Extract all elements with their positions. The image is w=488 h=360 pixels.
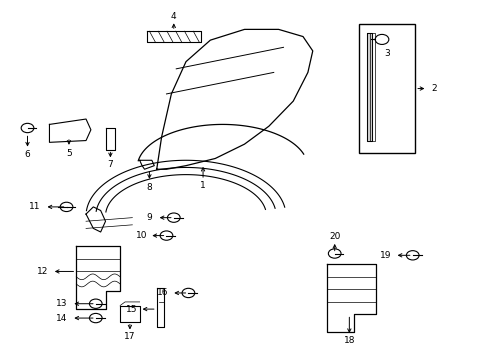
Text: 5: 5 <box>66 149 72 158</box>
Text: 7: 7 <box>107 161 113 170</box>
Text: 2: 2 <box>430 84 436 93</box>
Text: 17: 17 <box>124 332 135 341</box>
Text: 4: 4 <box>171 12 176 21</box>
Text: 10: 10 <box>136 231 147 240</box>
Text: 8: 8 <box>146 183 152 192</box>
Text: 15: 15 <box>125 305 137 314</box>
Bar <box>358 24 414 153</box>
Text: 13: 13 <box>56 299 67 308</box>
Text: 3: 3 <box>383 49 389 58</box>
Text: 1: 1 <box>200 181 205 190</box>
Text: 19: 19 <box>379 251 391 260</box>
Text: 20: 20 <box>328 232 340 241</box>
Text: 9: 9 <box>146 213 152 222</box>
Text: 18: 18 <box>343 336 354 345</box>
Text: 6: 6 <box>24 150 30 159</box>
Text: 12: 12 <box>37 267 48 276</box>
Text: 16: 16 <box>157 288 168 297</box>
Polygon shape <box>366 33 371 140</box>
Text: 11: 11 <box>29 202 41 211</box>
Text: 14: 14 <box>56 314 67 323</box>
